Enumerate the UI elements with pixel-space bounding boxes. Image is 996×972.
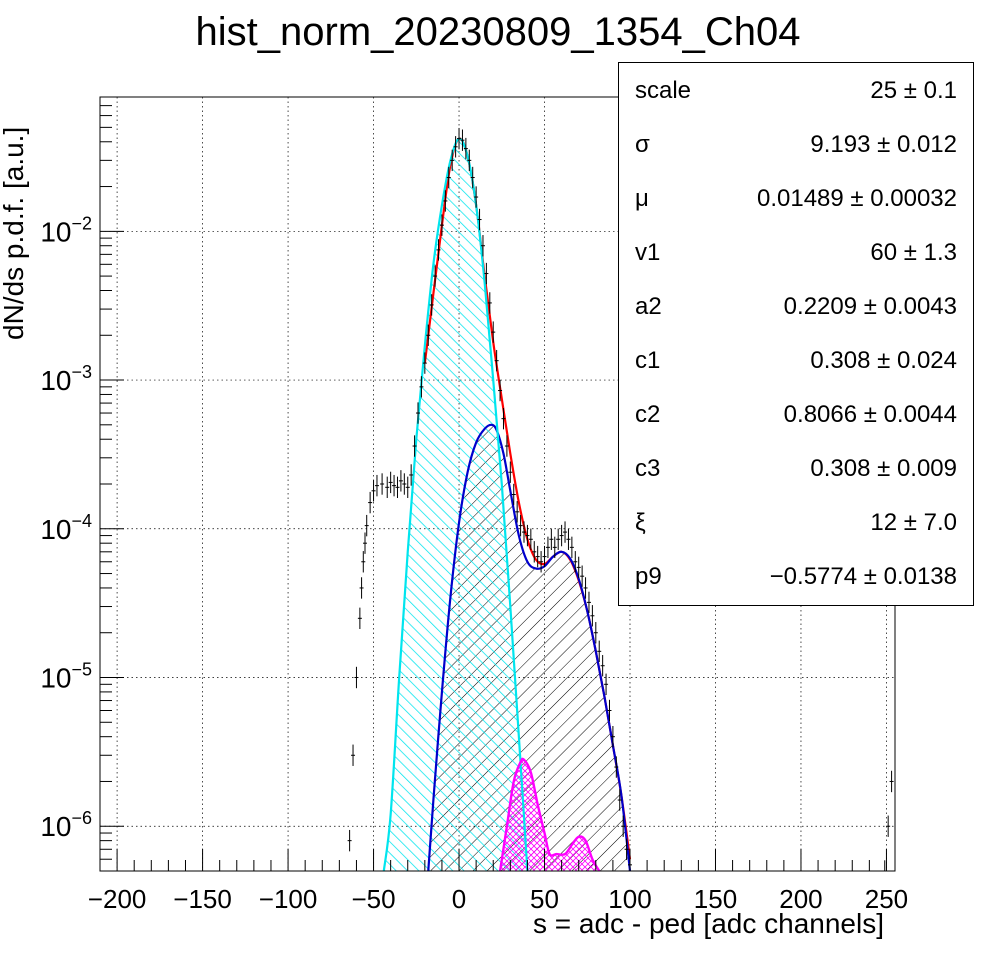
y-tick-label: 10−3 bbox=[40, 362, 92, 396]
stats-param-value: 0.01489 ± 0.00032 bbox=[756, 185, 957, 212]
stats-row: c2 0.8066 ± 0.0044 bbox=[619, 387, 973, 441]
stats-param-name: scale bbox=[635, 77, 692, 104]
x-tick-label: 50 bbox=[530, 884, 559, 914]
stats-row: μ 0.01489 ± 0.00032 bbox=[619, 171, 973, 225]
stats-param-name: c2 bbox=[635, 401, 661, 428]
stats-row: scale 25 ± 0.1 bbox=[619, 63, 973, 117]
stats-param-value: 12 ± 7.0 bbox=[870, 509, 957, 536]
stats-param-name: c1 bbox=[635, 347, 661, 374]
stats-param-value: −0.5774 ± 0.0138 bbox=[769, 563, 957, 590]
x-axis-title: s = adc - ped [adc channels] bbox=[533, 908, 884, 939]
signal-curve bbox=[427, 423, 632, 871]
y-axis-title: dN/ds p.d.f. [a.u.] bbox=[0, 126, 29, 340]
x-tick-label: 150 bbox=[694, 884, 737, 914]
stats-row: ξ 12 ± 7.0 bbox=[619, 495, 973, 549]
x-tick-label: 200 bbox=[779, 884, 822, 914]
stats-row: v1 60 ± 1.3 bbox=[619, 225, 973, 279]
stats-row: σ 9.193 ± 0.012 bbox=[619, 117, 973, 171]
pedestal-hatched-area bbox=[383, 138, 528, 871]
y-tick-label: 10−4 bbox=[40, 511, 92, 545]
curve-layer bbox=[382, 137, 632, 871]
stats-param-value: 0.308 ± 0.009 bbox=[810, 455, 957, 482]
x-tick-label: 0 bbox=[452, 884, 466, 914]
stats-param-value: 0.2209 ± 0.0043 bbox=[783, 293, 957, 320]
y-tick-label: 10−5 bbox=[40, 660, 92, 694]
x-tick-label: −100 bbox=[259, 884, 318, 914]
x-tick-label: −150 bbox=[173, 884, 232, 914]
data-layer bbox=[347, 127, 894, 871]
label-layer: −200 −150 −100 −50 0 50 100 150 200 250 10−6 10−5 10… bbox=[40, 213, 908, 914]
chart-title: hist_norm_20230809_1354_Ch04 bbox=[195, 10, 801, 54]
stats-param-name: σ bbox=[635, 131, 650, 158]
stats-param-value: 25 ± 0.1 bbox=[870, 77, 957, 104]
fit-statistics-box: scale 25 ± 0.1 σ 9.193 ± 0.012 μ 0.01489 ± 0.… bbox=[618, 62, 974, 606]
stats-param-value: 0.8066 ± 0.0044 bbox=[783, 401, 957, 428]
stats-param-name: a2 bbox=[635, 293, 662, 320]
stats-row: p9 −0.5774 ± 0.0138 bbox=[619, 549, 973, 603]
stats-param-name: μ bbox=[635, 185, 649, 212]
stats-param-name: p9 bbox=[635, 563, 662, 590]
stats-param-name: v1 bbox=[635, 239, 661, 266]
fill-layer bbox=[383, 138, 630, 871]
x-tick-label: 100 bbox=[608, 884, 651, 914]
stats-param-value: 9.193 ± 0.012 bbox=[810, 131, 957, 158]
pedestal-curve bbox=[382, 137, 529, 871]
x-tick-label: 250 bbox=[865, 884, 908, 914]
stats-row: c1 0.308 ± 0.024 bbox=[619, 333, 973, 387]
x-tick-label: −50 bbox=[351, 884, 395, 914]
stats-row: a2 0.2209 ± 0.0043 bbox=[619, 279, 973, 333]
stats-param-name: ξ bbox=[635, 509, 646, 536]
tick-layer bbox=[99, 96, 887, 872]
stats-param-value: 0.308 ± 0.024 bbox=[810, 347, 957, 374]
stats-param-name: c3 bbox=[635, 455, 661, 482]
secondary-curve bbox=[498, 757, 601, 871]
stats-param-value: 60 ± 1.3 bbox=[870, 239, 957, 266]
y-tick-label: 10−2 bbox=[40, 213, 92, 247]
y-tick-label: 10−6 bbox=[40, 808, 92, 842]
x-tick-label: −200 bbox=[88, 884, 147, 914]
stats-row: c3 0.308 ± 0.009 bbox=[619, 441, 973, 495]
